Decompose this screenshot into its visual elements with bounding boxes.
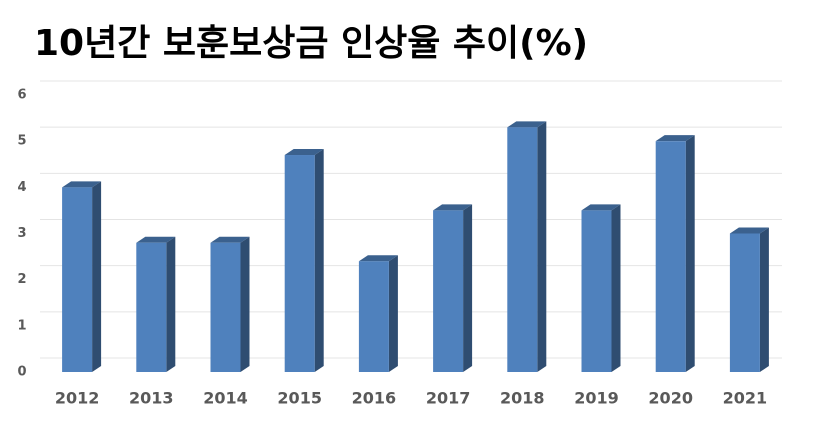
bar bbox=[581, 210, 612, 372]
bar-top bbox=[136, 236, 176, 243]
bar-top bbox=[507, 121, 547, 128]
bar-top bbox=[433, 204, 473, 211]
bar-side bbox=[759, 227, 769, 372]
bar-top bbox=[358, 255, 398, 262]
bar bbox=[433, 210, 464, 372]
bar-top bbox=[655, 135, 695, 142]
bar-top bbox=[210, 236, 250, 243]
y-tick-label: 6 bbox=[17, 88, 26, 103]
bar-top bbox=[729, 227, 769, 234]
bar-side bbox=[388, 255, 398, 372]
x-tick-label: 2019 bbox=[574, 389, 619, 408]
y-tick-label: 3 bbox=[17, 226, 26, 241]
x-tick-label: 2020 bbox=[648, 389, 693, 408]
x-tick-label: 2018 bbox=[500, 389, 545, 408]
bar bbox=[284, 155, 315, 372]
bar-side bbox=[166, 236, 176, 372]
chart-title: 10년간 보훈보상금 인상율 추이(%) bbox=[34, 23, 588, 64]
bar-side bbox=[314, 149, 324, 372]
bar bbox=[655, 141, 686, 372]
y-tick-label: 4 bbox=[17, 180, 26, 195]
bar bbox=[136, 242, 167, 372]
bar-top bbox=[284, 149, 324, 156]
x-tick-label: 2016 bbox=[352, 389, 397, 408]
x-tick-label: 2013 bbox=[129, 389, 174, 408]
bar bbox=[507, 127, 538, 372]
bar bbox=[358, 261, 389, 372]
x-tick-label: 2015 bbox=[277, 389, 322, 408]
bar bbox=[62, 187, 93, 372]
y-tick-label: 2 bbox=[17, 272, 26, 287]
bar-top bbox=[62, 181, 102, 188]
x-tick-label: 2017 bbox=[426, 389, 471, 408]
bar-side bbox=[685, 135, 695, 372]
bar-side bbox=[537, 121, 547, 372]
bar bbox=[729, 233, 760, 372]
bar-side bbox=[611, 204, 621, 372]
y-tick-label: 5 bbox=[17, 134, 26, 149]
bar-side bbox=[463, 204, 473, 372]
y-tick-label: 1 bbox=[17, 318, 26, 333]
x-tick-label: 2012 bbox=[55, 389, 100, 408]
x-tick-label: 2014 bbox=[203, 389, 248, 408]
y-tick-label: 0 bbox=[17, 365, 26, 380]
bar bbox=[210, 242, 241, 372]
bar-side bbox=[92, 181, 102, 372]
bar-side bbox=[240, 236, 250, 372]
bar-top bbox=[581, 204, 621, 211]
x-tick-label: 2021 bbox=[723, 389, 768, 408]
